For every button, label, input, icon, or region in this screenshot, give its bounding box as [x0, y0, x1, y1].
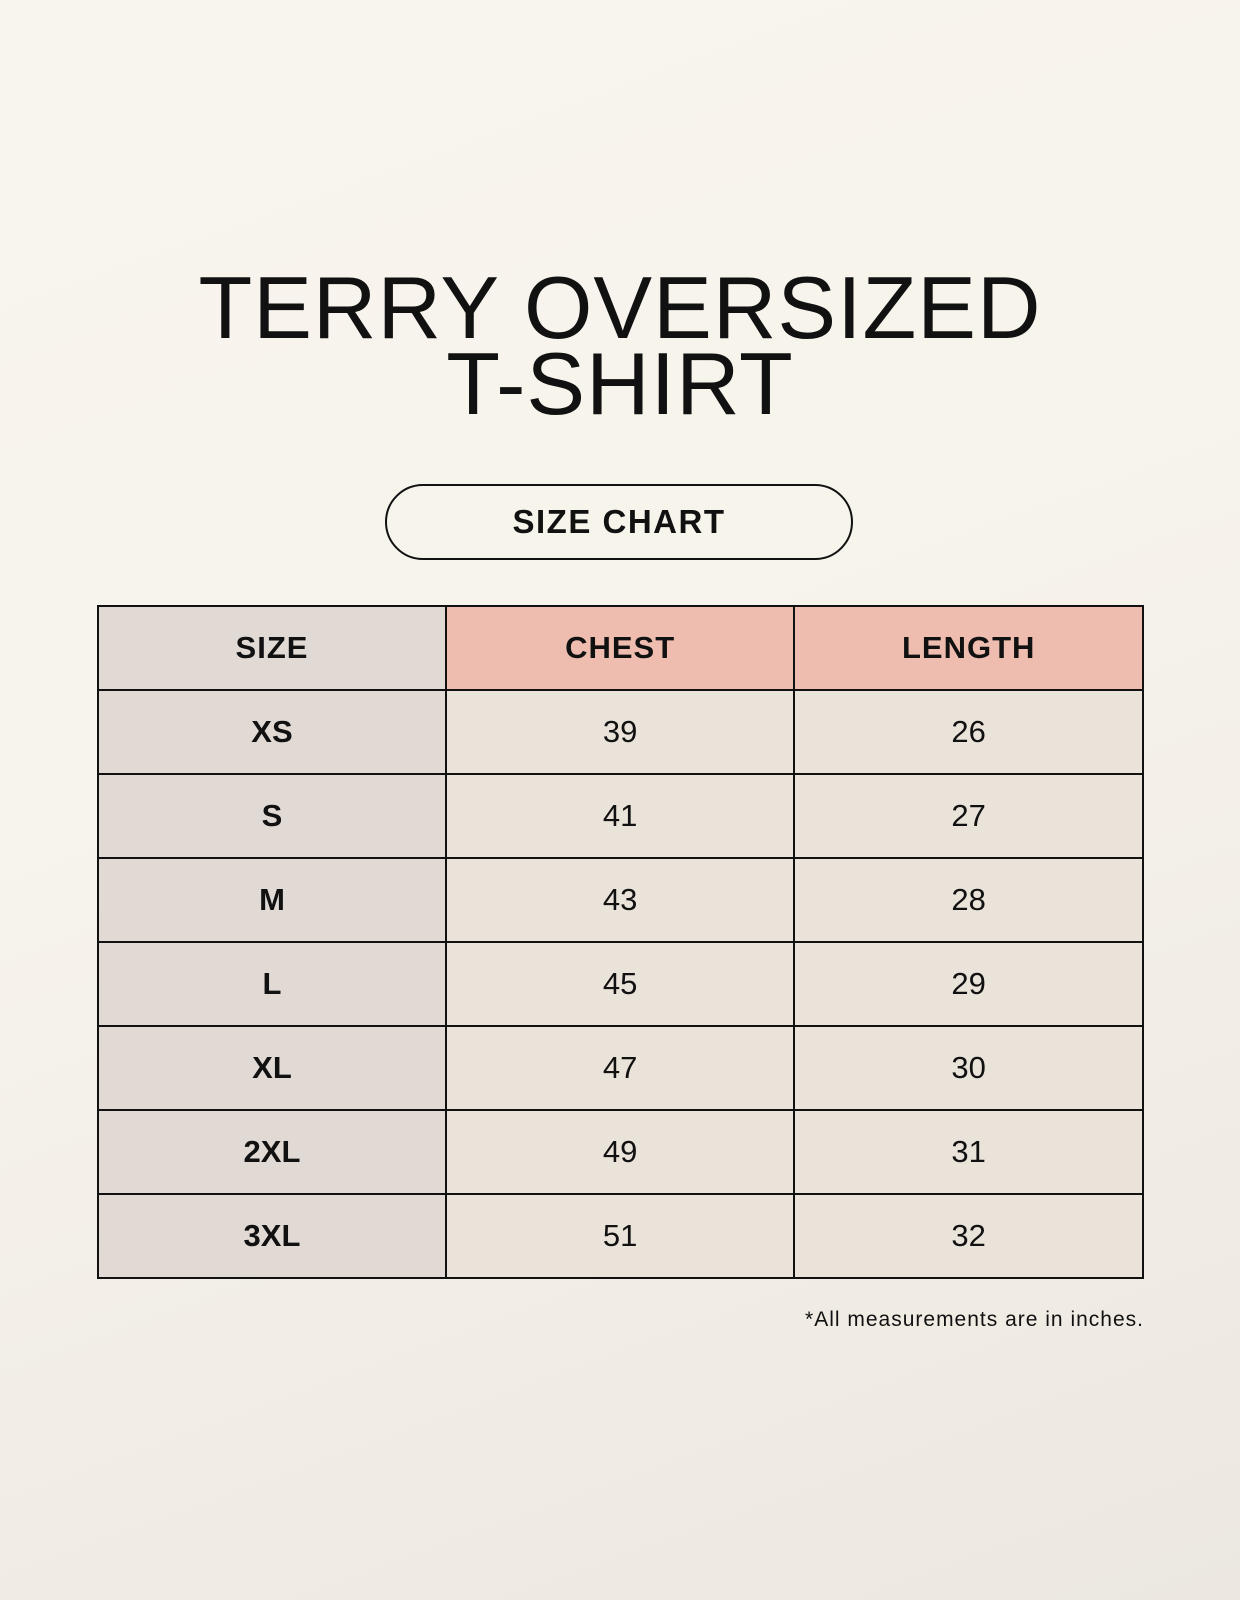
length-cell: 27	[793, 773, 1144, 859]
table-row: L 45 29	[97, 941, 1144, 1027]
size-table: SIZE CHEST LENGTH XS 39 26 S 41 27 M 43 28 L 45 29 X…	[97, 605, 1144, 1279]
table-row: S 41 27	[97, 773, 1144, 859]
chest-cell: 51	[444, 1193, 796, 1279]
size-cell: L	[97, 941, 447, 1027]
length-cell: 31	[793, 1109, 1144, 1195]
size-cell: 2XL	[97, 1109, 447, 1195]
length-cell: 32	[793, 1193, 1144, 1279]
chest-cell: 39	[444, 689, 796, 775]
chest-cell: 47	[444, 1025, 796, 1111]
length-cell: 30	[793, 1025, 1144, 1111]
table-row: 3XL 51 32	[97, 1193, 1144, 1279]
size-cell: XS	[97, 689, 447, 775]
size-cell: XL	[97, 1025, 447, 1111]
chest-cell: 49	[444, 1109, 796, 1195]
footnote: *All measurements are in inches.	[805, 1308, 1144, 1331]
size-cell: S	[97, 773, 447, 859]
length-cell: 26	[793, 689, 1144, 775]
title-line-2: T-SHIRT	[446, 334, 794, 433]
header-size: SIZE	[97, 605, 447, 691]
table-header-row: SIZE CHEST LENGTH	[97, 605, 1144, 691]
page-title: TERRY OVERSIZED T-SHIRT	[0, 258, 1240, 433]
size-cell: M	[97, 857, 447, 943]
table-row: XL 47 30	[97, 1025, 1144, 1111]
table-row: 2XL 49 31	[97, 1109, 1144, 1195]
size-chart-label: SIZE CHART	[385, 484, 853, 560]
table-row: M 43 28	[97, 857, 1144, 943]
chest-cell: 45	[444, 941, 796, 1027]
chest-cell: 43	[444, 857, 796, 943]
size-cell: 3XL	[97, 1193, 447, 1279]
header-length: LENGTH	[793, 605, 1144, 691]
table-row: XS 39 26	[97, 689, 1144, 775]
chest-cell: 41	[444, 773, 796, 859]
length-cell: 28	[793, 857, 1144, 943]
length-cell: 29	[793, 941, 1144, 1027]
header-chest: CHEST	[444, 605, 796, 691]
title-line-1: TERRY OVERSIZED	[198, 258, 1042, 357]
